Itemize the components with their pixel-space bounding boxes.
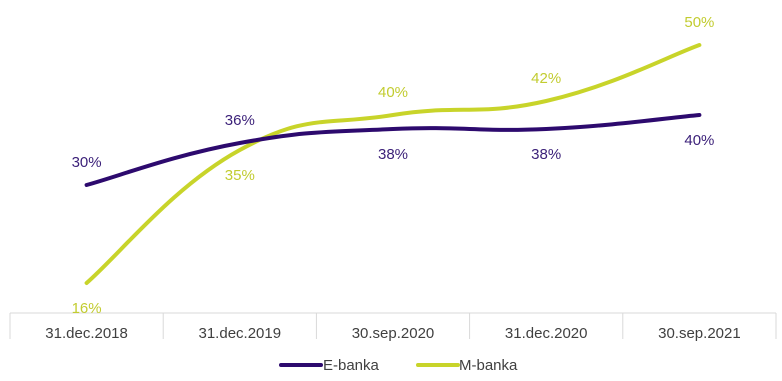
data-label-e-banka: 38% xyxy=(378,146,408,163)
x-tick-label: 30.sep.2021 xyxy=(658,325,741,342)
data-label-m-banka: 16% xyxy=(72,300,102,317)
data-label-m-banka: 42% xyxy=(531,70,561,87)
data-label-m-banka: 35% xyxy=(225,167,255,184)
legend-label-m-banka: M-banka xyxy=(459,357,518,374)
x-tick-label: 31.dec.2018 xyxy=(45,325,128,342)
data-label-e-banka: 36% xyxy=(225,112,255,129)
series-line-m-banka xyxy=(84,43,702,285)
x-tick-label: 31.dec.2020 xyxy=(505,325,588,342)
data-label-e-banka: 38% xyxy=(531,146,561,163)
legend-label-e-banka: E-banka xyxy=(323,357,380,374)
series-line-e-banka xyxy=(84,113,702,187)
x-tick-label: 31.dec.2019 xyxy=(199,325,282,342)
data-label-e-banka: 40% xyxy=(684,132,714,149)
data-label-m-banka: 50% xyxy=(684,14,714,31)
x-tick-label: 30.sep.2020 xyxy=(352,325,435,342)
data-label-m-banka: 40% xyxy=(378,84,408,101)
data-label-e-banka: 30% xyxy=(72,154,102,171)
